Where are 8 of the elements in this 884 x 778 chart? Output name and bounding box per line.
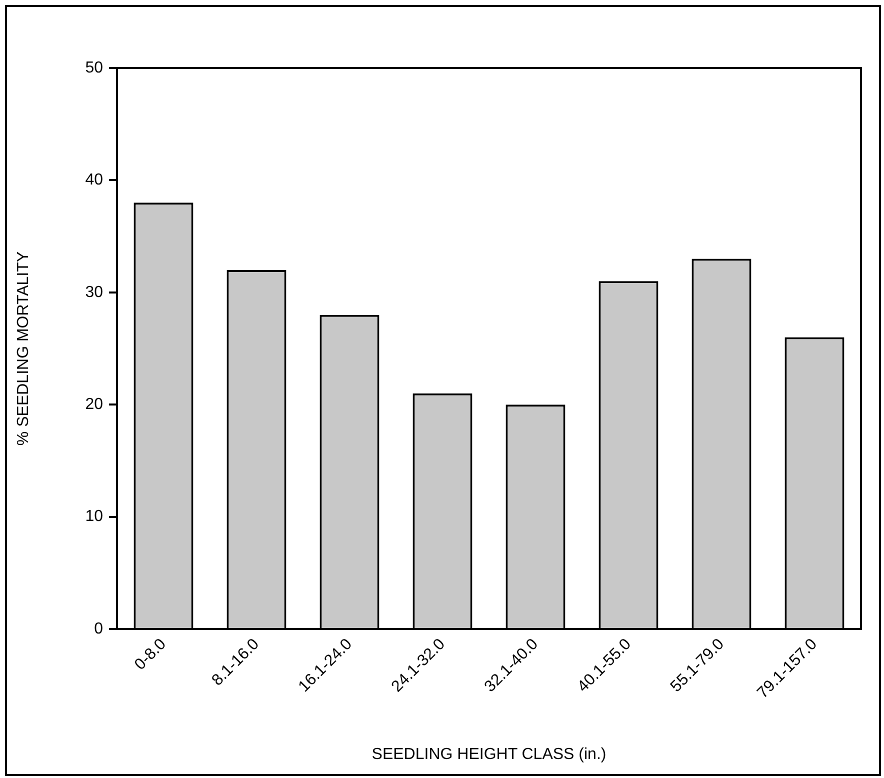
- y-tick-label: 30: [85, 284, 104, 301]
- x-axis-title: SEEDLING HEIGHT CLASS (in.): [372, 746, 606, 763]
- y-tick-label: 50: [85, 59, 104, 76]
- y-tick-label: 20: [85, 396, 104, 414]
- y-tick-label: 40: [85, 172, 104, 189]
- y-axis-title: % SEEDLING MORTALITY: [15, 251, 32, 446]
- y-tick-label: 10: [85, 508, 104, 526]
- y-tick-label: 0: [94, 620, 104, 638]
